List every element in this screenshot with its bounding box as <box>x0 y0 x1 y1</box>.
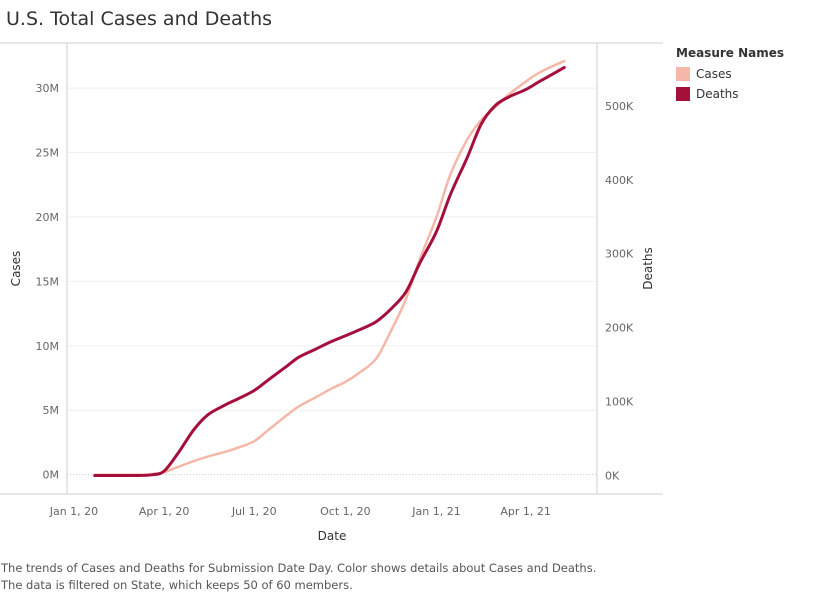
series-line-cases <box>93 59 566 477</box>
y-left-tick-label: 30M <box>36 82 60 95</box>
deaths-swatch <box>676 87 690 101</box>
y-left-tick-label: 20M <box>36 211 60 224</box>
x-tick-label: Jul 1, 20 <box>231 505 277 518</box>
x-tick-label: Apr 1, 20 <box>139 505 190 518</box>
legend-item-label: Deaths <box>696 87 739 101</box>
y-left-tick-label: 5M <box>43 404 60 417</box>
x-tick-label: Jan 1, 21 <box>411 505 460 518</box>
y-left-tick-label: 15M <box>36 275 60 288</box>
legend-item-label: Cases <box>696 67 732 81</box>
y-right-tick-label: 0K <box>605 470 620 483</box>
series-line-deaths <box>93 65 566 478</box>
legend-item-cases[interactable]: Cases <box>676 64 784 84</box>
x-tick-label: Jan 1, 20 <box>49 505 98 518</box>
x-tick-label: Apr 1, 21 <box>500 505 551 518</box>
chart-title: U.S. Total Cases and Deaths <box>6 8 273 30</box>
caption-line-1: The trends of Cases and Deaths for Submi… <box>1 561 597 575</box>
legend: Measure Names Cases Deaths <box>676 46 784 104</box>
y-right-tick-label: 100K <box>605 396 634 409</box>
x-axis-title: Date <box>318 529 347 543</box>
y-left-axis-title: Cases <box>9 251 23 287</box>
x-tick-label: Oct 1, 20 <box>320 505 371 518</box>
cases-swatch <box>676 67 690 81</box>
y-right-tick-label: 300K <box>605 248 634 261</box>
y-right-tick-label: 200K <box>605 322 634 335</box>
y-left-tick-label: 0M <box>43 469 60 482</box>
caption-line-2: The data is filtered on State, which kee… <box>1 578 353 592</box>
y-right-tick-label: 400K <box>605 174 634 187</box>
y-left-tick-label: 10M <box>36 340 60 353</box>
y-right-axis-title: Deaths <box>641 247 655 290</box>
y-right-tick-label: 500K <box>605 100 634 113</box>
legend-title: Measure Names <box>676 46 785 60</box>
legend-item-deaths[interactable]: Deaths <box>676 84 784 104</box>
line-chart: 0M 5M 10M 15M 20M 25M 30M 0K 100K 200K 300K 400K 500… <box>0 42 663 543</box>
y-left-tick-label: 25M <box>36 147 60 160</box>
